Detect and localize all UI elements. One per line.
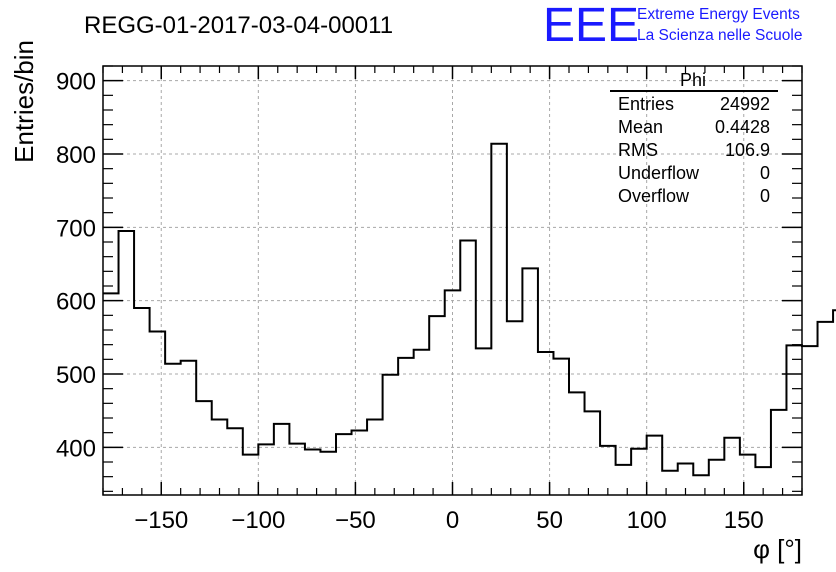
y-tick-label: 500 <box>56 362 96 389</box>
y-axis-label: Entries/bin <box>9 40 39 163</box>
stats-label: RMS <box>618 140 658 160</box>
stats-value: 0 <box>760 163 770 183</box>
stats-label: Mean <box>618 117 663 137</box>
logo-line-1: Extreme Energy Events <box>637 6 800 23</box>
y-tick-label: 700 <box>56 215 96 242</box>
y-tick-label: 600 <box>56 289 96 316</box>
chart-title: REGG-01-2017-03-04-00011 <box>84 12 393 39</box>
y-tick-label: 900 <box>56 69 96 96</box>
stats-label: Entries <box>618 94 674 114</box>
axis-ticks <box>102 65 803 495</box>
grid-lines <box>103 66 802 495</box>
y-tick-labels: 400 500 600 700 800 900 <box>56 69 96 463</box>
y-tick-label: 800 <box>56 142 96 169</box>
x-tick-label: 0 <box>446 507 459 534</box>
x-tick-label: −50 <box>335 507 376 534</box>
logo-line-2: La Scienza nelle Scuole <box>637 27 802 44</box>
stats-value: 106.9 <box>725 140 770 160</box>
x-tick-label: 150 <box>724 507 764 534</box>
stats-value: 0.4428 <box>715 117 770 137</box>
stats-value: 0 <box>760 186 770 206</box>
x-axis-label: φ [°] <box>753 534 802 564</box>
y-tick-label: 400 <box>56 435 96 462</box>
x-tick-label: 100 <box>627 507 667 534</box>
stats-box: Phi Entries 24992 Mean 0.4428 RMS 106.9 Underf… <box>610 70 778 206</box>
plot-frame <box>102 65 803 496</box>
x-tick-label: −150 <box>134 507 188 534</box>
x-tick-labels: −150 −100 −50 0 50 100 150 <box>134 507 764 534</box>
stats-rows: Entries 24992 Mean 0.4428 RMS 106.9 Underflow 0… <box>618 94 770 206</box>
stats-label: Overflow <box>618 186 690 206</box>
stats-label: Underflow <box>618 163 700 183</box>
x-tick-label: 50 <box>536 507 563 534</box>
eee-logo: EEE Extreme Energy Events La Scienza nel… <box>543 0 802 52</box>
x-tick-label: −100 <box>231 507 285 534</box>
logo-eee-text: EEE <box>543 0 639 52</box>
stats-value: 24992 <box>720 94 770 114</box>
stats-title: Phi <box>680 70 706 90</box>
histogram-line <box>103 142 836 477</box>
